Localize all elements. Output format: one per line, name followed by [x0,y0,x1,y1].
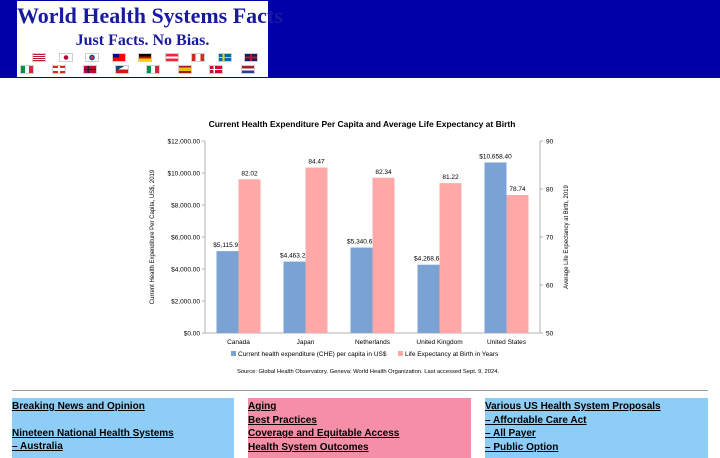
data-label-expenditure: $5,340.61 [347,239,376,246]
y2-tick-label: 50 [546,331,554,338]
x-tick-label: United States [487,339,527,346]
menu-link[interactable]: – All Payer [485,428,536,439]
switzerland-flag-icon[interactable] [51,65,66,74]
menu-link[interactable]: Various US Health System Proposals [485,401,661,412]
y-tick-label: $10,000.00 [167,171,200,178]
data-label-life-expectancy: 81.22 [442,174,459,181]
y-tick-label: $4,000.00 [171,267,200,274]
bar-expenditure [484,162,507,333]
south-korea-flag-icon[interactable] [85,53,99,62]
menu-link[interactable]: Breaking News and Opinion [12,401,145,412]
germany-flag-icon[interactable] [138,53,152,62]
chart-svg: Current Health Expenditure Per Capita an… [150,119,570,375]
netherlands-flag-icon[interactable] [240,65,255,74]
menu-link[interactable]: Best Practices [248,414,317,426]
menu-link[interactable]: Nineteen National Health Systems [12,427,174,439]
data-label-life-expectancy: 84.47 [308,159,325,166]
legend-swatch-life-expectancy [398,351,403,356]
chart-source: Source: Global Health Observatory. Genev… [237,369,499,375]
bar-expenditure [283,261,306,333]
top-banner: World Health Systems Facts Just Facts. N… [0,0,720,78]
menu-spacer [12,414,234,427]
chart-title: Current Health Expenditure Per Capita an… [209,119,516,129]
bar-life-expectancy [506,195,529,333]
italy-flag-icon[interactable] [146,65,160,74]
bar-life-expectancy [238,179,261,333]
y2-axis-label: Average Life Expectancy at Birth, 2019 [564,185,570,289]
data-label-life-expectancy: 82.34 [375,169,392,176]
y2-tick-label: 90 [546,139,554,146]
uk-flag-icon[interactable] [244,53,258,62]
y-tick-label: $12,000.00 [167,139,200,146]
y2-tick-label: 70 [546,235,554,242]
site-logo[interactable]: World Health Systems Facts Just Facts. N… [17,1,283,77]
menu-link[interactable]: – Public Option [485,441,559,453]
x-tick-label: Japan [297,339,315,346]
bar-life-expectancy [305,167,328,333]
italy-flag-icon[interactable] [20,65,34,74]
divider [12,390,708,391]
y-tick-label: $2,000.00 [171,299,200,306]
menu-link[interactable]: Coverage and Equitable Access [248,428,400,439]
bar-life-expectancy [372,177,395,333]
bar-life-expectancy [439,183,462,333]
y2-tick-label: 60 [546,283,554,290]
us-flag-icon[interactable] [32,53,46,62]
menu-link[interactable]: – Australia [12,441,63,452]
legend-label-life-expectancy: Life Expectancy at Birth in Years [405,351,499,358]
chart-container: Current Health Expenditure Per Capita an… [140,110,580,380]
spain-flag-icon[interactable] [177,65,192,74]
legend-label-expenditure: Current health expenditure (CHE) per cap… [238,351,387,358]
canada-flag-icon[interactable] [191,53,205,62]
data-label-life-expectancy: 82.02 [241,170,258,177]
data-label-expenditure: $4,463.28 [280,253,309,260]
austria-flag-icon[interactable] [164,53,179,62]
legend-swatch-expenditure [231,351,236,356]
data-label-expenditure: $4,268.68 [414,256,443,263]
y-tick-label: $6,000.00 [171,235,200,242]
bar-expenditure [417,264,440,333]
bar-expenditure [216,251,239,333]
y-axis-label: Current Health Expenditure Per Capita, U… [150,169,156,304]
menu-link[interactable]: Aging [248,401,277,412]
menu-link[interactable]: Health System Outcomes [248,441,369,453]
menu-link[interactable]: – Affordable Care Act [485,414,587,426]
y2-tick-label: 80 [546,187,554,194]
denmark-flag-icon[interactable] [209,65,223,74]
x-tick-label: United Kingdom [416,339,462,346]
menu-column-2: Aging Best Practices Coverage and Equitabl… [248,398,471,458]
y-tick-label: $8,000.00 [171,203,200,210]
taiwan-flag-icon[interactable] [111,53,126,62]
sweden-flag-icon[interactable] [217,53,232,62]
menu-column-1: Breaking News and Opinion Nineteen Nation… [12,398,234,458]
x-tick-label: Netherlands [355,339,391,346]
norway-flag-icon[interactable] [83,65,97,74]
czech-flag-icon[interactable] [114,65,129,74]
bar-expenditure [350,247,373,333]
y-tick-label: $0.00 [184,331,201,338]
site-tagline: Just Facts. No Bias. [75,32,210,49]
menu-column-3: Various US Health System Proposals – Affo… [485,398,708,458]
data-label-expenditure: $5,115.98 [213,242,242,249]
site-title: World Health Systems Facts [17,3,283,28]
data-label-life-expectancy: 78.74 [509,186,526,193]
x-tick-label: Canada [227,339,250,346]
data-label-expenditure: $10,658.40 [479,153,512,160]
japan-flag-icon[interactable] [58,53,73,62]
